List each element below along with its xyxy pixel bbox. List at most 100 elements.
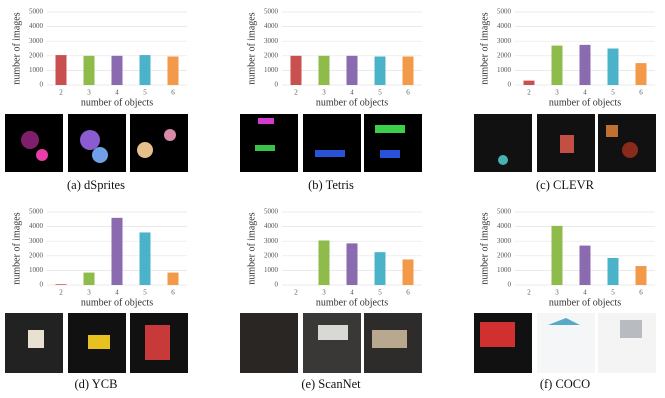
y-tick-label: 4000 [264,22,279,30]
y-tick-label: 5000 [497,208,512,216]
caption: (b) Tetris [308,178,354,192]
thumbnails [5,114,656,373]
bar [83,272,95,285]
y-tick-label: 0 [275,281,279,289]
bar [579,245,591,285]
y-axis-label: number of images [479,12,490,84]
x-tick-label: 2 [294,289,298,297]
bar [139,55,151,85]
y-tick-label: 1000 [29,66,44,74]
y-tick-label: 3000 [29,37,44,45]
x-tick-label: 3 [555,289,559,297]
x-tick-label: 5 [611,289,615,297]
x-tick-label: 6 [639,89,643,97]
bar [523,80,535,85]
bar [551,225,563,285]
bar [346,55,358,85]
caption: (e) ScanNet [301,377,361,391]
bar [607,257,619,285]
x-tick-label: 6 [171,289,175,297]
y-tick-label: 2000 [264,251,279,259]
x-tick-label: 4 [350,289,354,297]
y-axis-label: number of images [479,212,490,284]
x-tick-label: 2 [527,289,531,297]
y-tick-label: 4000 [29,222,44,230]
y-tick-label: 4000 [29,22,44,30]
y-tick-label: 1000 [29,266,44,274]
bar [167,272,179,285]
bar [139,232,151,285]
y-tick-label: 4000 [497,22,512,30]
x-tick-label: 2 [59,289,63,297]
y-tick-label: 5000 [264,208,279,216]
x-tick-label: 2 [59,89,63,97]
y-tick-label: 0 [508,81,512,89]
bar [167,56,179,85]
x-tick-label: 5 [143,289,147,297]
bar [551,45,563,85]
bar [374,252,386,285]
bar [607,48,619,85]
x-axis-label: number of objects [549,97,621,108]
x-tick-label: 3 [87,289,91,297]
bar [635,266,647,285]
x-axis-label: number of objects [81,97,153,108]
bar [290,55,302,85]
bar [402,56,414,85]
x-tick-label: 4 [115,289,119,297]
x-tick-label: 3 [555,89,559,97]
y-tick-label: 2000 [497,251,512,259]
y-tick-label: 3000 [264,37,279,45]
bar [111,217,123,285]
y-tick-label: 2000 [29,51,44,59]
x-tick-label: 5 [378,289,382,297]
x-tick-label: 4 [115,89,119,97]
y-tick-label: 1000 [497,66,512,74]
bar [318,55,330,85]
bar [374,56,386,85]
y-axis-label: number of images [246,12,257,84]
caption: (f) COCO [540,377,590,391]
x-tick-label: 5 [378,89,382,97]
caption: (c) CLEVR [536,178,595,192]
y-tick-label: 0 [275,81,279,89]
y-tick-label: 3000 [497,237,512,245]
bar [111,55,123,85]
y-tick-label: 0 [508,281,512,289]
y-tick-label: 1000 [264,266,279,274]
x-axis-label: number of objects [316,97,388,108]
y-axis-label: number of images [11,212,22,284]
x-tick-label: 5 [611,89,615,97]
caption: (d) YCB [75,377,118,391]
x-tick-label: 4 [583,89,587,97]
bar [318,240,330,285]
y-tick-label: 4000 [264,222,279,230]
y-tick-label: 1000 [264,66,279,74]
x-tick-label: 6 [406,289,410,297]
x-tick-label: 4 [350,89,354,97]
y-tick-label: 5000 [29,8,44,16]
y-axis-label: number of images [11,12,22,84]
x-tick-label: 2 [527,89,531,97]
bar [346,243,358,285]
y-tick-label: 0 [40,281,44,289]
x-tick-label: 2 [294,89,298,97]
y-tick-label: 4000 [497,222,512,230]
x-tick-label: 4 [583,289,587,297]
y-tick-label: 5000 [29,208,44,216]
bar [402,259,414,285]
x-tick-label: 3 [322,89,326,97]
x-tick-label: 6 [639,289,643,297]
y-tick-label: 0 [40,81,44,89]
y-tick-label: 2000 [29,251,44,259]
y-tick-label: 2000 [264,51,279,59]
y-tick-label: 3000 [497,37,512,45]
x-tick-label: 6 [406,89,410,97]
y-tick-label: 3000 [29,237,44,245]
bar [579,44,591,85]
x-axis-label: number of objects [549,297,621,308]
x-tick-label: 3 [322,289,326,297]
y-tick-label: 2000 [497,51,512,59]
x-axis-label: number of objects [81,297,153,308]
